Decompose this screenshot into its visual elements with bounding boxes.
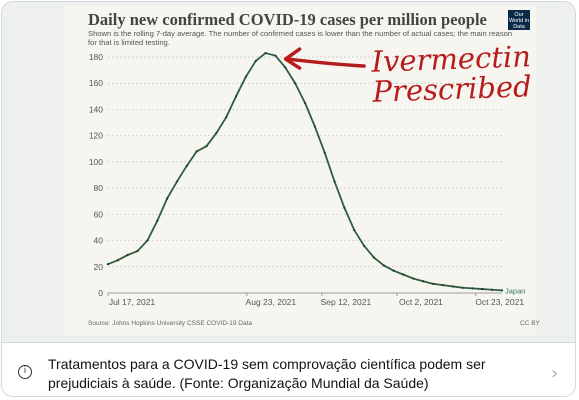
data-point [363, 244, 366, 247]
data-point [215, 131, 218, 135]
data-point [205, 145, 208, 148]
data-point [116, 259, 119, 262]
data-point [382, 264, 385, 267]
data-point [431, 282, 435, 285]
y-tick-label: 120 [89, 131, 103, 141]
y-tick-label: 160 [89, 78, 103, 88]
chart-subtitle: Shown is the rolling 7-day average. The … [88, 29, 513, 47]
y-tick-label: 60 [94, 209, 104, 219]
data-point [313, 125, 316, 128]
data-point [461, 286, 464, 289]
data-point [185, 164, 188, 167]
data-point [500, 289, 504, 292]
caption-text: Tratamentos para a COVID-19 sem comprova… [48, 356, 486, 391]
x-tick-label: Jul 17, 2021 [109, 297, 156, 307]
annotation-arrowhead [283, 47, 302, 70]
owid-logo: Our World in Data [508, 10, 530, 30]
data-point [254, 59, 257, 63]
data-point [106, 263, 110, 266]
data-point [392, 269, 395, 272]
y-tick-label: 180 [89, 52, 103, 62]
data-point [126, 253, 129, 257]
data-point [284, 66, 287, 69]
data-point [481, 287, 484, 291]
chart-image[interactable]: Daily new confirmed COVID-19 cases per m… [2, 2, 575, 342]
data-point [244, 75, 247, 78]
chart-title: Daily new confirmed COVID-19 cases per m… [88, 10, 487, 29]
data-point [422, 280, 425, 283]
data-point [264, 51, 267, 55]
annotation-arrow [285, 57, 366, 68]
data-point [353, 228, 356, 232]
data-point [166, 197, 169, 200]
data-point [343, 206, 346, 209]
x-tick-label: Aug 23, 2021 [246, 297, 297, 307]
data-point [136, 249, 139, 253]
series-label: Japan [505, 286, 525, 295]
y-tick-label: 140 [89, 104, 103, 114]
data-point [491, 288, 494, 291]
data-point [234, 95, 238, 98]
owid-logo-text: Our World in Data [508, 12, 530, 30]
data-point [451, 285, 454, 288]
y-tick-label: 20 [94, 262, 104, 272]
line-chart: 0 20 40 60 80 100 120 140 160 180 Jul 17, 2021 Aug … [89, 47, 525, 307]
data-point [274, 54, 277, 57]
chart-license: CC BY [520, 320, 540, 327]
x-tick-label: Sep 12, 2021 [321, 297, 372, 307]
annotation-line-2: Prescribed [371, 69, 533, 109]
data-point [412, 277, 415, 280]
data-point [195, 150, 198, 153]
y-tick-label: 40 [94, 236, 104, 246]
data-point [323, 151, 326, 154]
y-tick-label: 0 [98, 288, 103, 298]
data-point [402, 273, 405, 276]
data-point [146, 239, 149, 242]
chart-source: Source: Johns Hopkins University CSSE CO… [88, 320, 253, 327]
data-point [156, 219, 159, 222]
ivermectin-annotation: Ivermectin Prescribed [371, 39, 533, 109]
data-point [225, 116, 228, 119]
data-point [333, 180, 336, 183]
x-tick-label: Oct 23, 2021 [475, 297, 524, 307]
data-point [471, 287, 474, 290]
x-tick-label: Oct 2, 2021 [399, 297, 443, 307]
data-point [294, 82, 297, 85]
data-point [303, 101, 307, 104]
info-icon: i [18, 365, 32, 379]
y-tick-label: 80 [94, 183, 104, 193]
chevron-right-icon[interactable]: › [551, 363, 559, 384]
data-point [441, 284, 444, 287]
data-point [372, 256, 376, 259]
media-caption[interactable]: i Tratamentos para a COVID-19 sem compro… [2, 342, 575, 396]
data-point [175, 180, 179, 183]
y-tick-label: 100 [89, 157, 103, 167]
